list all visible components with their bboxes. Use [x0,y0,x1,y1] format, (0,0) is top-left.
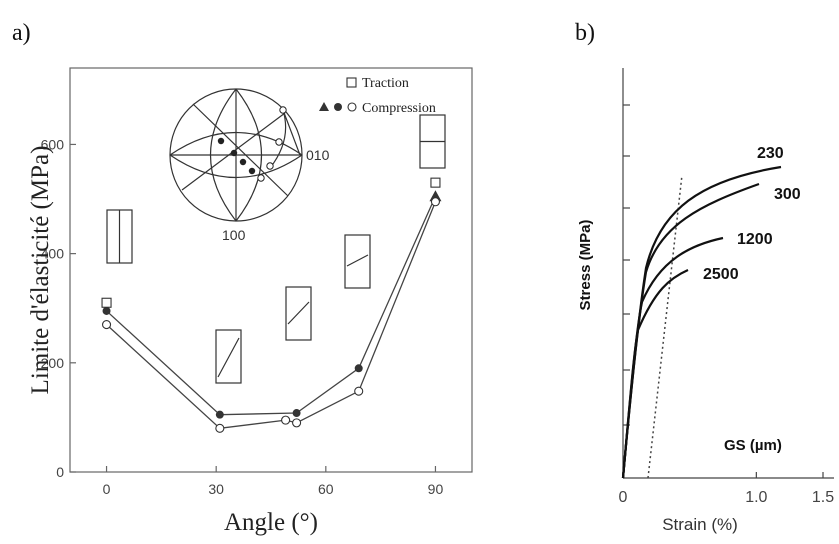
chart-a-ytick-label: 400 [41,246,65,262]
point-traction [430,177,441,188]
stereo-point [230,149,238,157]
point-compression-open [292,418,302,428]
stereogram-inset [169,88,303,222]
legend-traction-label: Traction [362,76,409,91]
point-compression-filled [354,364,363,373]
orientation-box-52 [285,286,312,341]
chart-b-y-axis-title: Stress (MPa) [577,220,594,311]
stereo-point [275,138,283,146]
curve-label-230: 230 [757,145,784,162]
chart-a: 0 200 400 600 0 30 60 90 Limite d'élasticité (… [27,67,473,536]
stereo-point [279,106,287,114]
panel-a-label: a) [12,20,31,46]
point-compression-open [354,386,364,396]
point-compression-filled [292,409,301,418]
stereo-point [248,167,256,175]
orientation-box-90 [419,114,446,169]
stereogram-points [217,106,287,182]
stereogram-meridian-left [210,88,237,222]
chart-a-plot-frame [69,67,473,473]
point-compression-open [215,423,225,433]
curve-label-1200: 1200 [737,231,773,248]
stereogram-label-010: 010 [306,147,330,163]
chart-a-xtick-label: 30 [208,481,224,497]
stereo-point [217,137,225,145]
stereogram-meridian-right [235,88,262,222]
orientation-box-30 [215,329,242,384]
orientation-box-0 [106,209,133,264]
orientation-boxes [106,114,446,384]
point-compression-open [430,197,441,207]
stereogram-path-arc [269,109,287,169]
chart-a-series [101,177,442,433]
chart-b-curve-labels: 230 300 1200 2500 [703,145,801,283]
curve-300 [621,182,760,479]
curve-2500 [621,268,689,479]
point-compression-open [101,320,112,330]
chart-b-x-axis-title: Strain (%) [662,515,738,534]
stereo-point [257,174,265,182]
chart-a-y-axis-title: Limite d'élasticité (MPa) [27,146,54,395]
chart-b-yticks [623,104,630,426]
series-line-compression-1 [106,196,437,416]
chart-b-annotation-gs: GS (µm) [724,437,782,454]
legend-compression-dot-icon [334,103,342,111]
chart-a-xticks: 0 30 60 90 [103,466,444,497]
chart-a-xtick-label: 0 [103,481,111,497]
point-compression-filled [102,306,111,315]
legend-compression-circle-icon [347,102,357,112]
orientation-box-69 [344,234,371,289]
chart-a-legend: Traction Compression [319,76,436,116]
stereo-point [266,162,274,170]
chart-b-curves [621,165,782,479]
chart-b-xticks: 0 1.0 1.5 [619,472,834,506]
chart-a-yticks: 0 200 400 600 [41,136,76,480]
legend-compression-label: Compression [362,101,436,116]
stereogram-parallel-top [169,132,303,156]
chart-b-xtick-label: 1.0 [745,489,767,506]
stereogram-parallel-bottom [169,154,303,178]
chart-a-xtick-label: 60 [318,481,334,497]
chart-b-xtick-label: 0 [619,489,628,506]
point-compression-filled [215,410,224,419]
curve-label-300: 300 [774,186,801,203]
chart-a-x-axis-title: Angle (°) [224,509,318,536]
chart-a-xtick-label: 90 [428,481,444,497]
point-traction [101,297,112,308]
point-compression-open [281,415,291,425]
stereogram-label-100: 100 [222,227,246,243]
chart-b: 0 1.0 1.5 Stress (MPa) Strain (%) GS (µm) … [577,68,834,534]
legend-traction-square-icon [346,77,357,88]
chart-b-offset-line [647,174,683,479]
curve-label-2500: 2500 [703,266,739,283]
stereogram-path-seg [282,109,301,156]
chart-a-ytick-label: 600 [41,136,65,152]
stereo-point [239,158,247,166]
chart-a-ytick-label: 200 [41,355,65,371]
panel-b-label: b) [575,20,595,46]
chart-b-xtick-label: 1.5 [812,489,834,506]
curve-230 [621,165,782,479]
stereogram-diagonal-a [192,103,289,197]
chart-a-ytick-label: 0 [56,464,64,480]
series-line-compression-2 [106,201,437,430]
legend-compression-triangle-icon [319,102,329,111]
